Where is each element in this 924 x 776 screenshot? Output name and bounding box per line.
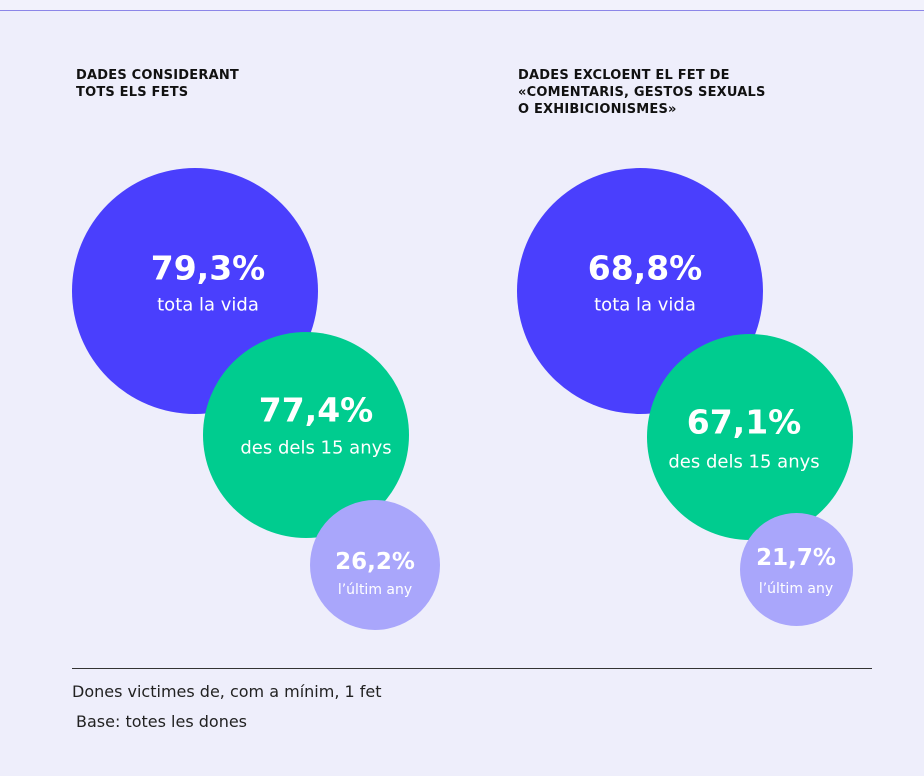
title-line: DADES EXCLOENT EL FET DE <box>518 68 730 83</box>
bubble-label: tota la vida <box>594 294 696 316</box>
panel-title: DADES EXCLOENT EL FET DE «COMENTARIS, GE… <box>518 67 766 118</box>
panel-title: DADES CONSIDERANT TOTS ELS FETS <box>76 67 239 101</box>
title-line: «COMENTARIS, GESTOS SEXUALS <box>518 85 766 100</box>
title-line: O EXHIBICIONISMES» <box>518 102 677 117</box>
bubble-label: tota la vida <box>157 294 259 316</box>
bubble-value: 26,2% <box>335 549 415 575</box>
title-line: TOTS ELS FETS <box>76 85 189 100</box>
bubble-value: 77,4% <box>258 390 374 430</box>
bubble-label: l’últim any <box>758 581 834 597</box>
bubble-label: des dels 15 anys <box>668 451 820 473</box>
title-line: DADES CONSIDERANT <box>76 68 239 83</box>
footer-base: Base: totes les dones <box>76 712 248 731</box>
bubble-label: l’últim any <box>337 582 413 598</box>
bubble-since-15 <box>647 334 853 540</box>
bubble-last-year <box>740 513 853 626</box>
footer-rule <box>72 668 872 669</box>
bubble-value: 68,8% <box>587 248 703 288</box>
bubble-last-year <box>310 500 440 630</box>
footer-note: Dones victimes de, com a mínim, 1 fet <box>72 682 382 701</box>
bubble-value: 79,3% <box>150 248 266 288</box>
bubble-label: des dels 15 anys <box>240 437 392 459</box>
bubble-value: 67,1% <box>686 402 802 442</box>
bubble-value: 21,7% <box>756 545 836 571</box>
top-border <box>0 0 924 11</box>
